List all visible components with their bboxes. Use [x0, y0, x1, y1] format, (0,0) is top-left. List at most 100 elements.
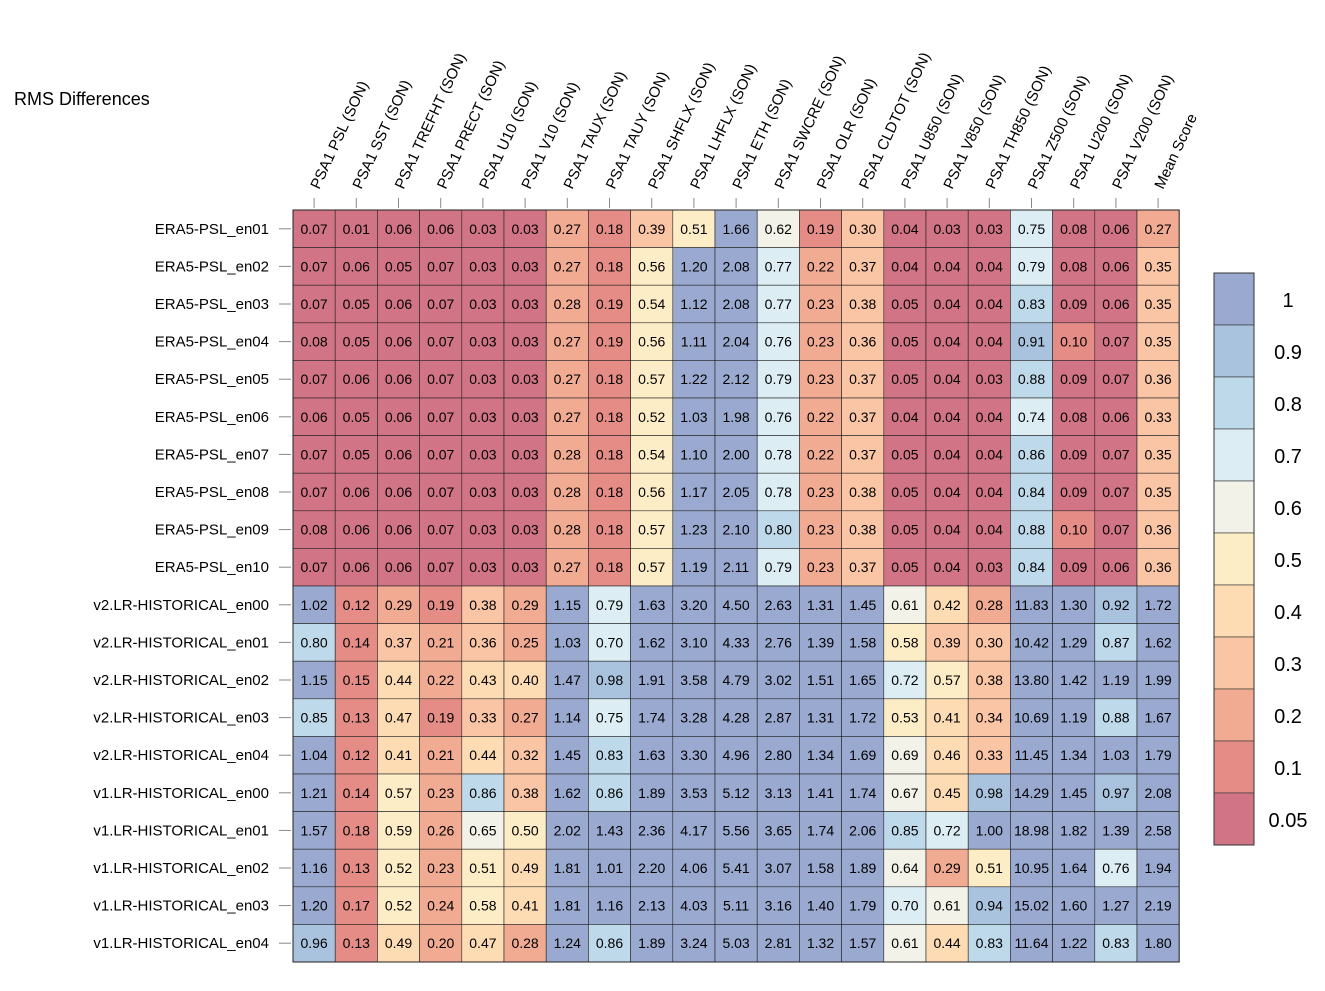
cell-value: 1.89 [638, 785, 665, 801]
heatmap-cell [588, 698, 631, 737]
cell-value: 2.63 [765, 597, 792, 613]
heatmap-cell [672, 397, 716, 436]
cell-value: 0.59 [385, 822, 412, 838]
cell-value: 0.13 [343, 935, 370, 951]
heatmap-cell [967, 660, 1011, 700]
heatmap-cell [756, 736, 800, 775]
cell-value: 0.65 [469, 822, 496, 838]
cell-value: 0.70 [891, 898, 918, 914]
cell-value: 3.58 [680, 672, 707, 688]
cell-value: 1.98 [722, 409, 749, 425]
cell-value: 0.03 [511, 409, 538, 425]
cell-value: 1.47 [554, 672, 581, 688]
colorbar-tick-label: 0.2 [1274, 706, 1302, 728]
heatmap-cell [588, 322, 631, 361]
cell-value: 1.29 [1060, 634, 1087, 650]
colorbar-tick-label: 0.3 [1274, 654, 1302, 676]
cell-value: 1.62 [554, 785, 581, 801]
cell-value: 11.64 [1015, 935, 1049, 951]
heatmap-cell [1136, 811, 1180, 850]
heatmap-cell [377, 623, 420, 662]
heatmap-cell [1094, 247, 1138, 286]
cell-value: 0.12 [343, 747, 370, 763]
heatmap-cell [503, 247, 547, 286]
heatmap-cell [545, 472, 589, 512]
heatmap-cell [630, 435, 674, 474]
cell-value: 4.03 [680, 898, 707, 914]
heatmap-cell [377, 510, 420, 549]
cell-value: 5.41 [722, 860, 749, 876]
cell-value: 0.23 [807, 371, 834, 387]
heatmap-cell [1010, 284, 1053, 324]
heatmap-cell [1136, 660, 1180, 700]
heatmap-cell [461, 623, 505, 662]
cell-value: 1.43 [596, 822, 623, 838]
heatmap-cell [756, 209, 800, 248]
heatmap-cell [714, 623, 758, 662]
cell-value: 0.06 [1102, 296, 1129, 312]
heatmap-cell [714, 360, 758, 399]
heatmap-cell [967, 284, 1011, 324]
cell-value: 11.45 [1015, 747, 1049, 763]
cell-value: 0.06 [385, 446, 412, 462]
cell-value: 0.05 [343, 296, 370, 312]
cell-value: 1.03 [680, 409, 707, 425]
cell-value: 1.80 [1144, 935, 1171, 951]
cell-value: 0.78 [765, 446, 792, 462]
cell-value: 0.23 [807, 484, 834, 500]
row-label: v1.LR-HISTORICAL_en00 [93, 785, 269, 802]
cell-value: 0.79 [765, 371, 792, 387]
heatmap-cell [799, 623, 842, 662]
row-label: ERA5-PSL_en07 [155, 446, 269, 463]
heatmap-cell [756, 247, 800, 286]
cell-value: 0.17 [343, 898, 370, 914]
heatmap-cell [883, 811, 927, 850]
heatmap-cell [672, 773, 716, 812]
heatmap-cell [377, 773, 420, 812]
heatmap-cell [756, 848, 800, 888]
heatmap-cell [588, 209, 631, 248]
cell-value: 0.12 [343, 597, 370, 613]
colorbar-bin [1213, 740, 1255, 794]
cell-value: 2.08 [1144, 785, 1171, 801]
cell-value: 0.18 [596, 559, 623, 575]
heatmap-cell [799, 247, 842, 286]
cell-value: 2.10 [722, 522, 749, 538]
heatmap-cell [1052, 548, 1096, 587]
row-label: v1.LR-HISTORICAL_en01 [93, 822, 269, 839]
heatmap-cell [967, 848, 1011, 888]
cell-value: 0.07 [427, 371, 454, 387]
cell-value: 0.06 [300, 409, 327, 425]
cell-value: 0.75 [1018, 221, 1045, 237]
heatmap-cell [334, 397, 378, 436]
colorbar-tick-label: 0.9 [1274, 342, 1302, 364]
cell-value: 0.05 [891, 484, 918, 500]
cell-value: 1.11 [681, 334, 707, 350]
cell-value: 0.06 [343, 371, 370, 387]
cell-value: 0.72 [891, 672, 918, 688]
cell-value: 2.80 [765, 747, 792, 763]
heatmap-cell [672, 472, 716, 512]
heatmap-cell [630, 698, 674, 737]
cell-value: 1.20 [680, 258, 707, 274]
heatmap-cell [756, 548, 800, 587]
cell-value: 0.76 [1102, 860, 1129, 876]
heatmap-border [292, 209, 1180, 963]
heatmap-cell [588, 360, 631, 399]
heatmap-cell [588, 397, 631, 436]
heatmap-cell [377, 284, 420, 324]
heatmap-cell [1094, 360, 1138, 399]
cell-value: 0.22 [807, 446, 834, 462]
cell-value: 0.44 [933, 935, 960, 951]
heatmap-cell [292, 472, 336, 512]
heatmap-cell [714, 660, 758, 700]
cell-value: 0.34 [976, 710, 1003, 726]
cell-value: 1.32 [807, 935, 834, 951]
heatmap-cell [1052, 773, 1096, 812]
heatmap-cell [925, 548, 969, 587]
cell-value: 0.23 [427, 860, 454, 876]
cell-value: 0.56 [638, 334, 665, 350]
cell-value: 0.09 [1060, 446, 1087, 462]
cell-value: 0.03 [511, 559, 538, 575]
